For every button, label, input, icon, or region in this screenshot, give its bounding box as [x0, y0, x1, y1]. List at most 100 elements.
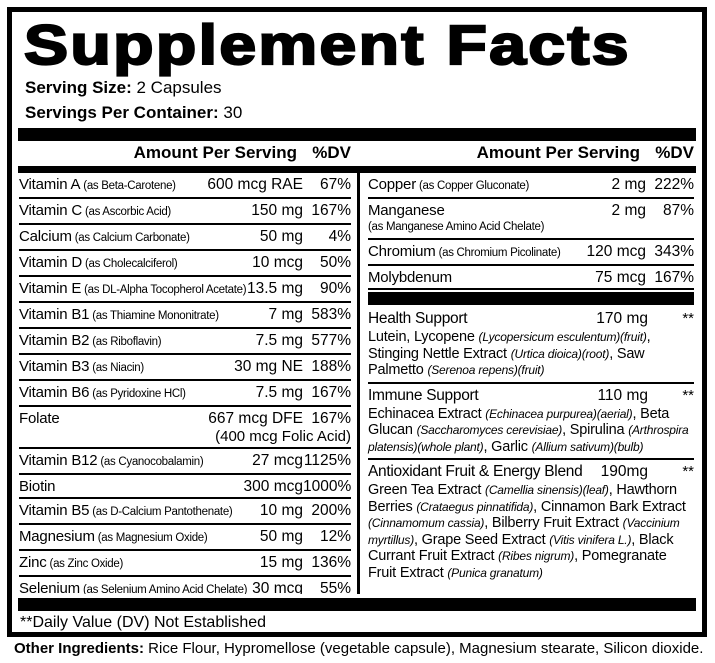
ingredient-name: Vitamin B6	[19, 384, 90, 402]
table-row: Vitamin B1 (as Thiamine Mononitrate) 7 mg…	[19, 303, 351, 330]
amount-value: 30 mcg	[252, 580, 303, 594]
ingredient-name-cell: Selenium (as Selenium Amino Acid Chelate)	[19, 579, 252, 594]
divider-bar-thick-top	[18, 128, 696, 142]
other-ingredients-label: Other Ingredients:	[14, 640, 145, 657]
section-divider-bar	[368, 292, 694, 306]
servings-per-container-value: 30	[218, 102, 243, 122]
table-row: Vitamin B12 (as Cyanocobalamin) 27 mcg 11…	[19, 449, 351, 476]
botanical-name: (Serenoa repens)(fruit)	[427, 363, 545, 378]
botanical-name: (Lycopersicum esculentum)(fruit)	[478, 330, 647, 345]
ingredient-name: Biotin	[19, 478, 56, 496]
table-row: Vitamin C (as Ascorbic Acid) 150 mg 167%	[19, 199, 351, 226]
dv-value: 167%	[311, 384, 351, 402]
blend-row: Immune Support 110 mg ** Echinacea Extra…	[368, 384, 694, 461]
ingredient-form: (as DL-Alpha Tocopherol Acetate)	[84, 284, 247, 297]
ingredient-name-cell: Vitamin E (as DL-Alpha Tocopherol Acetate…	[19, 279, 247, 300]
amount-value: 7.5 mg	[255, 332, 303, 350]
ingredient-name-cell: Vitamin A (as Beta-Carotene)	[19, 175, 207, 196]
ingredient-name: Vitamin A	[19, 176, 81, 194]
dv-header: %DV	[312, 143, 351, 163]
serving-size-label: Serving Size:	[25, 78, 132, 98]
amount-value: 667 mcg DFE	[208, 410, 303, 428]
ingredient-text: Echinacea Extract	[368, 405, 486, 422]
ingredient-text: , Saw Palmetto	[368, 345, 645, 379]
botanical-name: (Echinacea purpurea)(aerial)	[485, 406, 633, 421]
dv-value: 343%	[654, 243, 694, 261]
blend-dv: **	[682, 386, 694, 404]
nutrients-table: Vitamin A (as Beta-Carotene) 600 mcg RAE …	[12, 173, 702, 594]
table-row: Biotin 300 mcg 1000%	[19, 475, 351, 500]
blend-amount: 170 mg	[596, 310, 648, 328]
table-row-main-line: Copper (as Copper Gluconate) 2 mg 222%	[368, 175, 694, 196]
ingredient-name-cell: Vitamin B12 (as Cyanocobalamin)	[19, 451, 252, 472]
table-row: Molybdenum 75 mcg 167%	[368, 266, 694, 291]
ingredient-name-cell: Biotin	[19, 477, 244, 496]
ingredient-form: (as Copper Gluconate)	[419, 180, 530, 193]
ingredient-name: Vitamin C	[19, 202, 82, 220]
ingredient-text: , Garlic	[483, 438, 532, 455]
ingredient-name-cell: Zinc (as Zinc Oxide)	[19, 553, 260, 574]
amount-per-serving-header: Amount Per Serving	[133, 143, 297, 163]
dv-header: %DV	[655, 143, 694, 163]
amount-value: 2 mg	[611, 202, 646, 220]
ingredient-form: (as Selenium Amino Acid Chelate)	[82, 584, 248, 594]
ingredient-form: (as Niacin)	[92, 362, 144, 375]
ingredient-name: Vitamin B3	[19, 358, 90, 376]
title-wrap: Supplement Facts	[12, 12, 702, 75]
botanical-name: (Urtica dioica)(root)	[510, 346, 610, 361]
column-header-left: Amount Per Serving %DV	[12, 143, 357, 163]
blend-dv: **	[682, 463, 694, 481]
divider-bar-thick-bottom	[18, 598, 696, 611]
amount-value: 10 mcg	[252, 254, 303, 272]
ingredient-form: (as Calcium Carbonate)	[74, 232, 190, 245]
ingredient-name-cell: Vitamin B6 (as Pyridoxine HCl)	[19, 383, 256, 404]
ingredient-form: (as Riboflavin)	[92, 336, 162, 349]
dv-value: 87%	[662, 202, 694, 220]
table-row: Calcium (as Calcium Carbonate) 50 mg 4%	[19, 225, 351, 252]
ingredient-name-cell: Calcium (as Calcium Carbonate)	[19, 227, 260, 248]
column-headers: Amount Per Serving %DV Amount Per Servin…	[12, 141, 702, 166]
dv-value: 12%	[319, 528, 351, 546]
blend-name: Antioxidant Fruit & Energy Blend	[368, 463, 583, 481]
botanical-name: (Arthrospira platensis)(whole plant)	[368, 423, 689, 454]
ingredient-name-cell: Magnesium (as Magnesium Oxide)	[19, 527, 260, 548]
table-row-main-line: Vitamin D (as Cholecalciferol) 10 mcg 50%	[19, 253, 351, 274]
ingredient-name-cell: Manganese	[368, 201, 612, 220]
ingredient-name: Magnesium	[19, 528, 95, 546]
amount-value: 27 mcg	[252, 452, 303, 470]
table-row-main-line: Biotin 300 mcg 1000%	[19, 477, 351, 496]
dv-value: 200%	[311, 502, 351, 520]
amount-value: 75 mcg	[595, 269, 646, 287]
botanical-name: (Cinnamomum cassia)	[368, 516, 485, 531]
blend-dv: **	[682, 310, 694, 328]
dv-footnote: **Daily Value (DV) Not Established	[20, 614, 267, 631]
amount-value: 30 mg NE	[234, 358, 303, 376]
column-header-right: Amount Per Serving %DV	[357, 143, 702, 163]
blend-header-line: Immune Support 110 mg **	[368, 386, 694, 405]
ingredient-name: Chromium	[368, 243, 436, 261]
table-row: Vitamin B2 (as Riboflavin) 7.5 mg 577%	[19, 329, 351, 356]
table-row-main-line: Vitamin B2 (as Riboflavin) 7.5 mg 577%	[19, 331, 351, 352]
amount-value: 50 mg	[259, 528, 303, 546]
ingredient-text: , Hawthorn Berries	[368, 482, 677, 515]
table-row: Vitamin E (as DL-Alpha Tocopherol Acetate…	[19, 277, 351, 304]
amount-value: 13.5 mg	[246, 280, 303, 298]
ingredient-text: Lutein, Lycopene	[368, 329, 479, 346]
table-row-main-line: Selenium (as Selenium Amino Acid Chelate)…	[19, 579, 351, 594]
table-row: Manganese 2 mg 87% (as Manganese Amino A…	[368, 199, 694, 241]
column-divider	[357, 173, 360, 594]
dv-value: 4%	[328, 228, 351, 246]
blend-header-line: Antioxidant Fruit & Energy Blend 190mg *…	[368, 462, 694, 481]
table-row-main-line: Vitamin A (as Beta-Carotene) 600 mcg RAE …	[19, 175, 351, 196]
ingredient-name: Copper	[368, 176, 416, 194]
botanical-name: (Allium sativum)(bulb)	[531, 439, 644, 454]
ingredient-text: , Spirulina	[562, 422, 629, 439]
ingredient-name-cell: Vitamin B1 (as Thiamine Mononitrate)	[19, 305, 269, 326]
dv-value: 583%	[311, 306, 351, 324]
amount-value: 7.5 mg	[255, 384, 303, 402]
table-row: Vitamin A (as Beta-Carotene) 600 mcg RAE …	[19, 173, 351, 200]
botanical-name: (Crataegus pinnatifida)	[416, 499, 534, 514]
table-row-main-line: Magnesium (as Magnesium Oxide) 50 mg 12%	[19, 527, 351, 548]
servings-per-container-label: Servings Per Container:	[25, 102, 219, 122]
dv-value: 55%	[319, 580, 351, 594]
